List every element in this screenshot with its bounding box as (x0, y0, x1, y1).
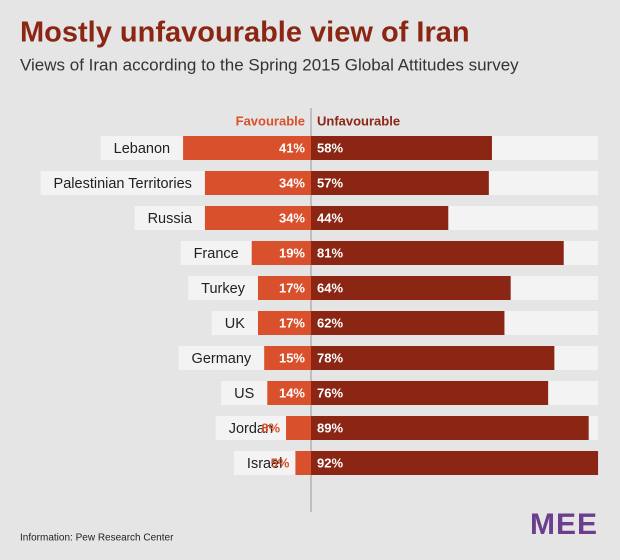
bar (257, 311, 311, 335)
bar (311, 276, 511, 300)
bar (311, 451, 599, 475)
category-label: US (234, 386, 254, 402)
bar (311, 346, 555, 370)
category-label: Germany (192, 351, 252, 367)
value-label: 17% (279, 280, 305, 295)
bar (286, 416, 311, 440)
value-label: 78% (317, 350, 343, 365)
value-label: 58% (317, 140, 343, 155)
bar (311, 381, 549, 405)
value-label: 5% (271, 455, 290, 470)
category-label: France (194, 246, 239, 262)
category-label: Israel (247, 456, 282, 472)
value-label: 44% (317, 210, 343, 225)
value-label: 14% (279, 385, 305, 400)
chart-subtitle: Views of Iran according to the Spring 20… (20, 55, 519, 74)
bar (204, 206, 311, 230)
value-label: 89% (317, 420, 343, 435)
value-label: 92% (317, 455, 343, 470)
chart-title: Mostly unfavourable view of Iran (20, 17, 470, 49)
value-label: 15% (279, 350, 305, 365)
value-label: 76% (317, 385, 343, 400)
value-label: 62% (317, 315, 343, 330)
bars (183, 136, 599, 475)
bar (183, 136, 311, 160)
bar (204, 171, 311, 195)
source: Information: Pew Research Center (20, 533, 174, 544)
category-label: Lebanon (114, 141, 170, 157)
bar (311, 311, 505, 335)
category-label: Russia (148, 211, 193, 227)
bar (311, 206, 449, 230)
value-label: 19% (279, 245, 305, 260)
bar (251, 241, 311, 265)
bar (311, 416, 589, 440)
category-label: Palestinian Territories (54, 176, 192, 192)
bar (267, 381, 311, 405)
bar (311, 136, 492, 160)
value-label: 81% (317, 245, 343, 260)
value-label: 34% (279, 210, 305, 225)
bar (311, 171, 489, 195)
category-label: UK (225, 316, 245, 332)
logo: MEE (530, 508, 598, 541)
category-label: Turkey (201, 281, 246, 297)
bar (264, 346, 311, 370)
legend-label: Unfavourable (317, 113, 400, 128)
value-label: 41% (279, 140, 305, 155)
value-label: 34% (279, 175, 305, 190)
bar (311, 241, 564, 265)
bar (257, 276, 311, 300)
category-label: Jordan (229, 421, 273, 437)
value-label: 64% (317, 280, 343, 295)
value-label: 57% (317, 175, 343, 190)
bar (295, 451, 311, 475)
value-label: 17% (279, 315, 305, 330)
value-label: 8% (261, 420, 280, 435)
legend-label: Favourable (236, 113, 305, 128)
